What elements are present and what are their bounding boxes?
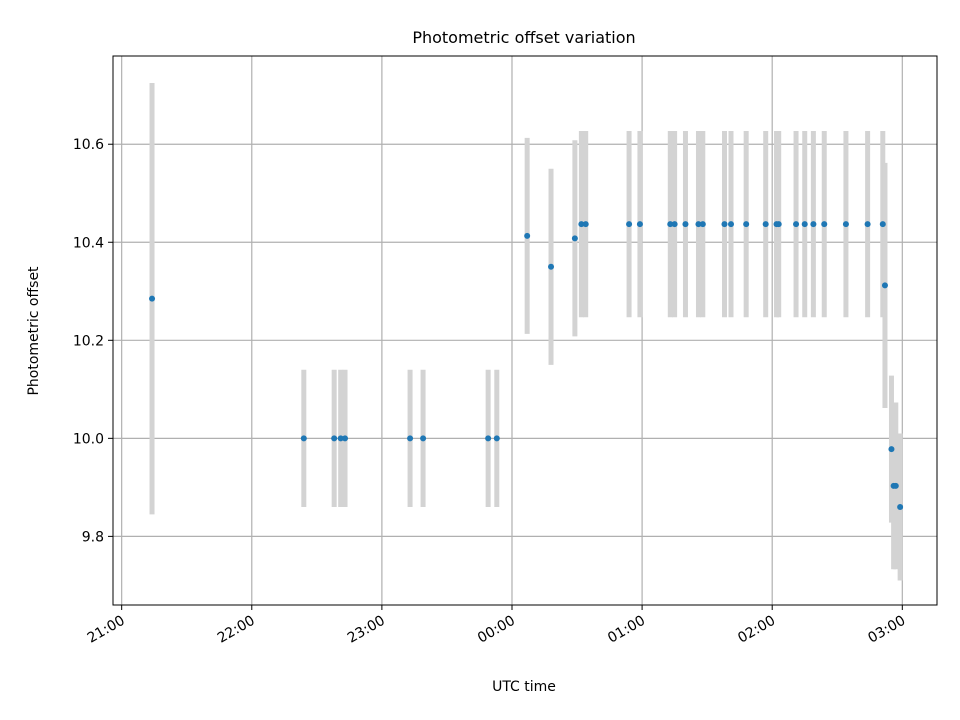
y-axis-label: Photometric offset	[26, 266, 42, 396]
data-point	[300, 435, 307, 442]
data-point	[879, 221, 886, 228]
data-point	[881, 282, 888, 289]
data-point	[337, 435, 344, 442]
y-tick-label: 10.6	[73, 137, 104, 153]
y-tick-label: 9.8	[82, 529, 104, 545]
data-point	[728, 221, 734, 228]
grid	[113, 56, 937, 605]
data-point	[524, 232, 531, 239]
data-point	[342, 435, 349, 442]
x-axis-label: UTC time	[492, 679, 556, 695]
y-tick-label: 10.0	[73, 431, 104, 447]
data-point	[636, 221, 643, 228]
data-point	[810, 221, 817, 228]
data-point	[775, 221, 782, 228]
data-point	[864, 221, 871, 228]
data-point	[667, 221, 674, 228]
y-tick-label: 10.2	[73, 333, 104, 349]
axes-frame	[112, 55, 938, 606]
data-point	[578, 221, 585, 228]
data-point	[801, 221, 808, 228]
data-point	[626, 221, 633, 228]
data-point	[842, 221, 849, 228]
data-markers	[149, 221, 904, 510]
data-point	[721, 221, 728, 228]
data-point	[699, 221, 706, 228]
data-point	[897, 503, 904, 510]
data-point	[582, 221, 589, 228]
data-point	[149, 295, 156, 302]
data-point	[892, 482, 899, 489]
data-point	[821, 221, 828, 228]
chart-title: Photometric offset variation	[412, 28, 635, 47]
data-point	[695, 221, 702, 228]
y-tick-label: 10.4	[73, 235, 104, 251]
data-point	[548, 263, 555, 270]
data-point	[671, 221, 678, 228]
data-point	[762, 221, 769, 228]
data-point	[493, 435, 500, 442]
data-point	[485, 435, 492, 442]
data-point	[793, 221, 800, 228]
data-point	[331, 435, 338, 442]
data-point	[571, 235, 578, 242]
data-point	[888, 446, 895, 453]
data-point	[420, 435, 427, 442]
data-point	[743, 221, 750, 228]
data-point	[407, 435, 414, 442]
data-point	[682, 221, 689, 228]
